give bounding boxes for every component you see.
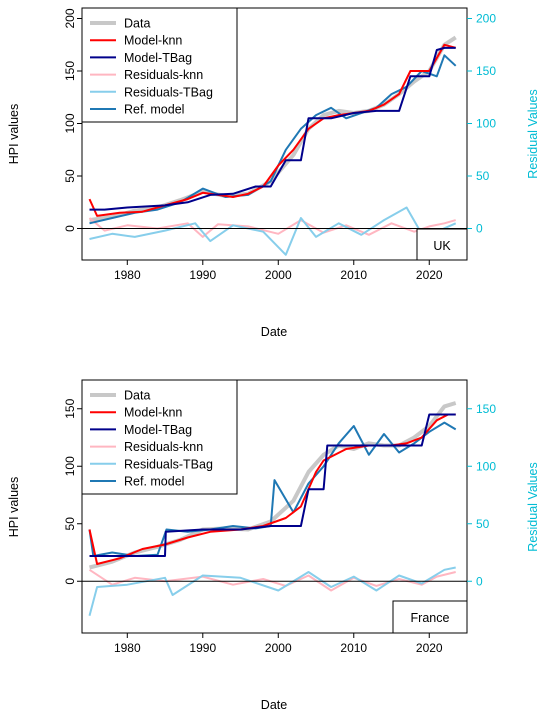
x-tick-label: 2020 <box>416 641 443 655</box>
legend-label-residuals-tbag: Residuals-TBag <box>124 457 213 471</box>
y2-axis-label: Residual Values <box>526 89 540 178</box>
x-tick-label: 1980 <box>114 641 141 655</box>
legend: Data Model-knn Model-TBag Residuals-knn Resi… <box>81 379 238 495</box>
y-axis-left: 0 50 100 150 <box>63 398 82 585</box>
legend-label-model-tbag: Model-TBag <box>124 423 192 437</box>
country-label: France <box>411 611 450 625</box>
y-tick-label: 0 <box>63 578 77 585</box>
series-layer <box>88 401 457 617</box>
legend-label-residuals-tbag: Residuals-TBag <box>124 85 213 99</box>
y2-tick-label: 0 <box>476 574 483 588</box>
y2-tick-label: 200 <box>476 12 496 26</box>
legend-label-data: Data <box>124 389 150 403</box>
x-axis-label: Date <box>261 698 287 712</box>
y2-tick-label: 50 <box>476 169 490 183</box>
x-tick-label: 1990 <box>189 641 216 655</box>
x-tick-label: 2020 <box>416 268 443 282</box>
x-tick-label: 2000 <box>265 641 292 655</box>
series-line-residuals-knn <box>88 568 456 592</box>
y2-tick-label: 50 <box>476 517 490 531</box>
x-axis-label: Date <box>261 325 287 339</box>
legend-frame <box>81 379 238 495</box>
y-tick-label: 0 <box>63 225 77 232</box>
y-tick-label: 100 <box>63 113 77 133</box>
y2-tick-label: 100 <box>476 459 496 473</box>
legend-label-model-knn: Model-knn <box>124 406 182 420</box>
legend-label-residuals-knn: Residuals-knn <box>124 68 203 82</box>
y-tick-label: 50 <box>63 169 77 183</box>
legend-label-ref-model: Ref. model <box>124 475 184 489</box>
y2-axis-label: Residual Values <box>526 462 540 551</box>
country-label: UK <box>433 239 451 253</box>
country-box: UK <box>416 228 468 261</box>
y-tick-label: 150 <box>63 61 77 81</box>
y2-tick-label: 150 <box>476 64 496 78</box>
x-tick-label: 1980 <box>114 268 141 282</box>
y-tick-label: 100 <box>63 456 77 476</box>
y2-tick-label: 0 <box>476 222 483 236</box>
y2-tick-label: 100 <box>476 117 496 131</box>
series-line-model-tbag <box>89 413 456 557</box>
plot-frame <box>81 379 468 634</box>
legend: Data Model-knn Model-TBag Residuals-knn Resi… <box>81 7 238 123</box>
y-tick-label: 200 <box>63 8 77 28</box>
y-axis-label: HPI values <box>7 104 21 164</box>
y-tick-label: 50 <box>63 517 77 531</box>
country-box-frame <box>392 600 468 634</box>
x-axis: 1980 1990 2000 2010 2020 <box>114 260 443 282</box>
x-tick-label: 2010 <box>340 641 367 655</box>
x-tick-label: 2000 <box>265 268 292 282</box>
y-axis-label: HPI values <box>7 477 21 537</box>
y-axis-left: 0 50 100 150 200 <box>63 8 82 232</box>
legend-label-model-knn: Model-knn <box>124 34 182 48</box>
x-tick-label: 2010 <box>340 268 367 282</box>
series-line-model-tbag <box>89 46 456 211</box>
legend-label-ref-model: Ref. model <box>124 103 184 117</box>
x-tick-label: 1990 <box>189 268 216 282</box>
y2-tick-label: 150 <box>476 402 496 416</box>
y-axis-right: 0 50 100 150 200 <box>467 12 496 236</box>
legend-label-residuals-knn: Residuals-knn <box>124 440 203 454</box>
legend-label-model-tbag: Model-TBag <box>124 51 192 65</box>
legend-label-data: Data <box>124 17 150 31</box>
country-box-frame <box>416 228 468 261</box>
y-axis-right: 0 50 100 150 <box>467 402 496 588</box>
series-line-residuals-tbag <box>89 206 457 256</box>
y-tick-label: 150 <box>63 398 77 418</box>
plot-frame <box>81 7 468 261</box>
chart-panel-uk: 1980 1990 2000 2010 2020 0 50 100 150 200 0 50 100… <box>7 7 540 339</box>
country-box: France <box>392 600 468 634</box>
x-axis: 1980 1990 2000 2010 2020 <box>114 633 443 655</box>
legend-frame <box>81 7 238 123</box>
series-line-model-knn <box>88 413 456 565</box>
chart-panel-france: 1980 1990 2000 2010 2020 0 50 100 150 0 50 100 150… <box>7 379 540 712</box>
